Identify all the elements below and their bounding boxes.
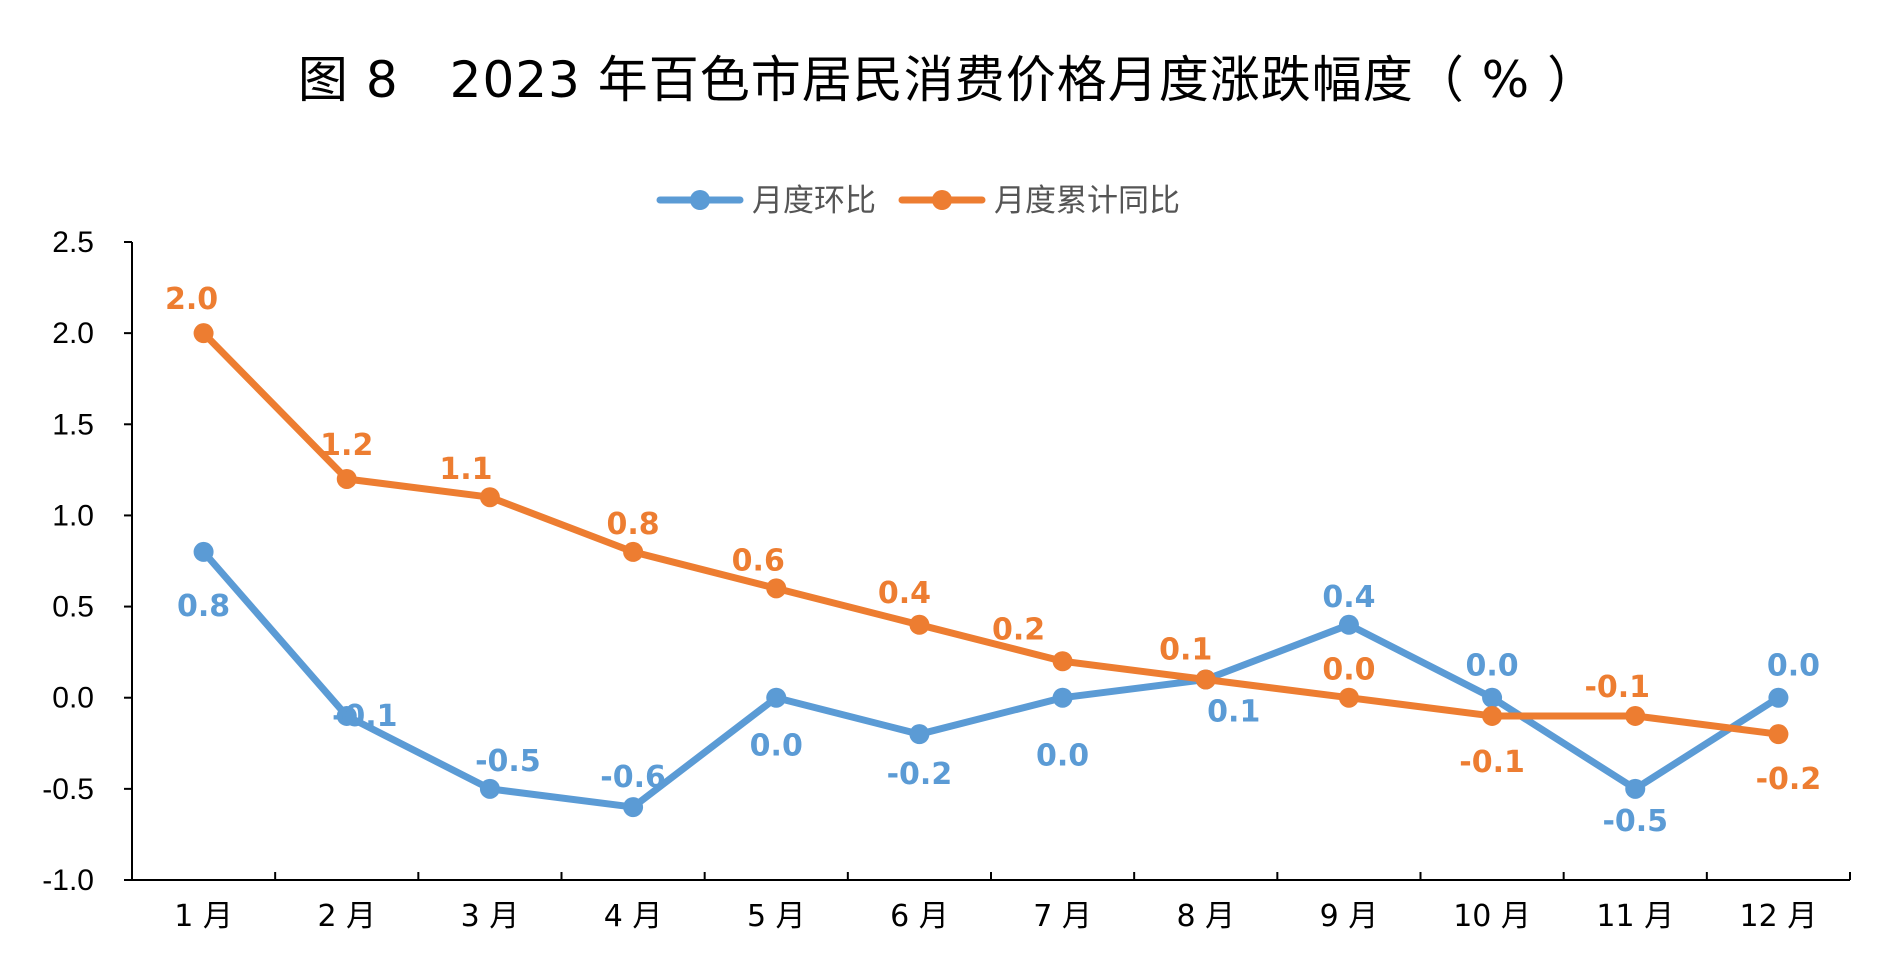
- data-label: 0.8: [607, 507, 660, 542]
- data-point: [909, 724, 930, 745]
- data-label: 2.0: [165, 282, 218, 317]
- x-tick-label: 9 月: [1320, 899, 1379, 934]
- data-label: 0.8: [177, 589, 230, 624]
- data-point: [193, 541, 214, 562]
- data-label: -0.5: [475, 744, 541, 779]
- data-point: [1052, 687, 1073, 708]
- data-point: [1338, 614, 1359, 635]
- x-tick-label: 1 月: [174, 899, 233, 934]
- x-tick-label: 6 月: [890, 899, 949, 934]
- y-tick-label: 2.5: [52, 226, 94, 259]
- data-label: -0.2: [1756, 762, 1822, 797]
- y-tick-label: -1.0: [42, 864, 94, 897]
- data-point: [1195, 669, 1216, 690]
- data-point: [1482, 705, 1503, 726]
- axes: 2.5 2.0 1.5 1.0 0.5 0.0 -0.5 -1.0 1 月 2 月 3 月 4 月 5 …: [42, 226, 1851, 934]
- series-line: [200, 329, 1782, 738]
- data-label: 0.6: [732, 543, 785, 578]
- data-point: [336, 705, 357, 726]
- data-label: 0.1: [1159, 632, 1212, 667]
- data-label: 1.1: [439, 452, 492, 487]
- data-point: [1625, 778, 1646, 799]
- chart-title: 图 8 2023 年百色市居民消费价格月度涨跌幅度（ % ）: [297, 51, 1599, 109]
- data-label: 0.0: [750, 729, 803, 764]
- series-line: [200, 548, 1782, 811]
- data-label: -0.2: [887, 757, 953, 792]
- y-tick-label: 2.0: [52, 317, 94, 350]
- data-label: 0.0: [1036, 739, 1089, 774]
- y-tick-label: 1.5: [52, 408, 94, 441]
- data-label: 1.2: [320, 428, 373, 463]
- data-label: 0.0: [1466, 649, 1519, 684]
- x-tick-label: 2 月: [317, 899, 376, 934]
- data-label: -0.1: [1584, 670, 1650, 705]
- data-label: -0.1: [332, 699, 398, 734]
- data-point: [1768, 724, 1789, 745]
- data-point: [1482, 687, 1503, 708]
- data-label: -0.1: [1459, 745, 1525, 780]
- data-label: 0.0: [1322, 653, 1375, 688]
- data-labels: 0.8 -0.1 -0.5 -0.6 0.0 -0.2 0.0 0.1 0.4 0.0 -0.5 0.…: [165, 282, 1821, 839]
- legend-marker: [932, 190, 952, 210]
- data-label: -0.6: [600, 760, 666, 795]
- y-tick-label: 0.5: [52, 591, 94, 624]
- legend-label: 月度环比: [752, 183, 876, 219]
- y-tick-label: 0.0: [52, 682, 94, 715]
- x-tick-label: 10 月: [1453, 899, 1531, 934]
- data-point: [766, 578, 787, 599]
- y-tick-label: -0.5: [42, 773, 94, 806]
- data-point: [766, 687, 787, 708]
- x-tick-label: 4 月: [604, 899, 663, 934]
- x-tick-label: 5 月: [747, 899, 806, 934]
- x-tick-label: 7 月: [1033, 899, 1092, 934]
- y-tick-label: 1.0: [52, 499, 94, 532]
- x-tick-label: 11 月: [1596, 899, 1674, 934]
- data-label: -0.5: [1602, 804, 1668, 839]
- data-point: [1052, 651, 1073, 672]
- data-label: 0.2: [992, 612, 1045, 647]
- data-point: [1338, 687, 1359, 708]
- legend: 月度环比 月度累计同比: [656, 183, 1180, 219]
- x-tick-label: 12 月: [1740, 899, 1818, 934]
- data-label: 0.4: [1322, 580, 1375, 615]
- data-point: [1768, 687, 1789, 708]
- x-tick-label: 8 月: [1176, 899, 1235, 934]
- data-label: 0.1: [1207, 694, 1260, 729]
- data-point: [1625, 705, 1646, 726]
- data-label: 0.4: [878, 576, 931, 611]
- data-point: [623, 541, 644, 562]
- legend-label: 月度累计同比: [994, 183, 1180, 219]
- data-point: [336, 468, 357, 489]
- data-point: [193, 323, 214, 344]
- data-point: [623, 797, 644, 818]
- data-point: [479, 487, 500, 508]
- legend-marker: [690, 190, 710, 210]
- data-point: [479, 778, 500, 799]
- x-tick-label: 3 月: [461, 899, 520, 934]
- data-label: 0.0: [1767, 649, 1820, 684]
- data-point: [909, 614, 930, 635]
- series-layer: [193, 323, 1789, 818]
